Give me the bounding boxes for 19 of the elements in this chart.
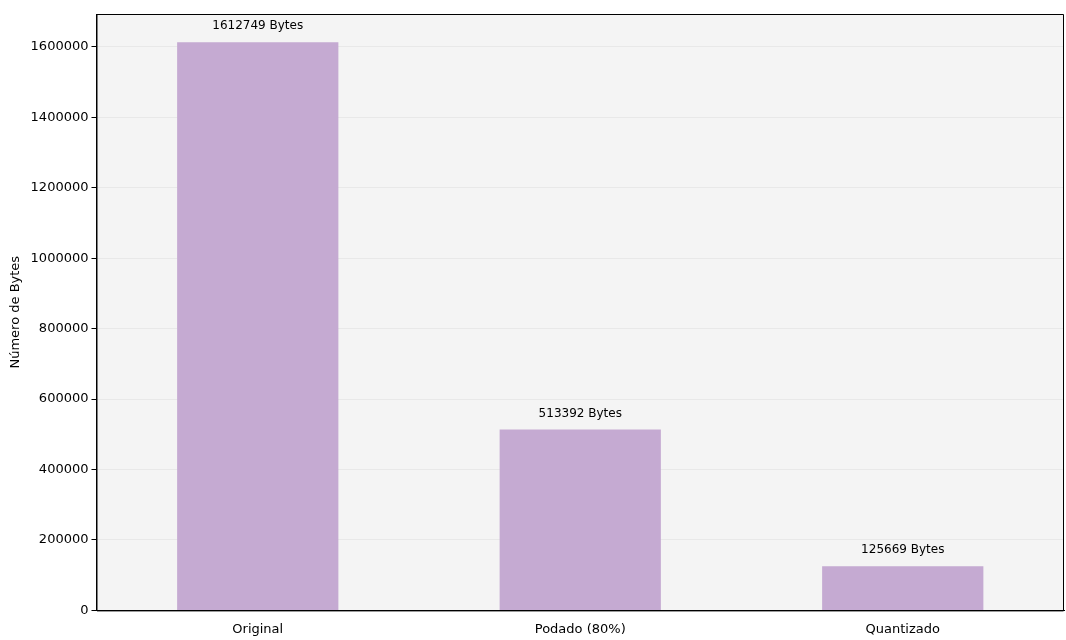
- y-tick-label: 400000: [38, 460, 89, 476]
- bar: [499, 429, 661, 610]
- data-label: 1612749 Bytes: [212, 18, 304, 33]
- y-tick-label: 1400000: [30, 108, 89, 124]
- y-tick-label: 600000: [38, 390, 89, 406]
- y-tick-label: 800000: [38, 319, 89, 335]
- y-tick-label: 1600000: [30, 38, 89, 54]
- x-tick-label: Podado (80%): [534, 620, 626, 636]
- x-tick-label: Original: [232, 620, 284, 636]
- y-tick-label: 0: [80, 601, 89, 617]
- bar: [822, 566, 984, 610]
- y-tick-label: 1200000: [30, 179, 89, 195]
- bar: [177, 42, 339, 610]
- data-label: 125669 Bytes: [861, 542, 945, 557]
- y-axis-title: Número de Bytes: [7, 255, 23, 369]
- data-label: 513392 Bytes: [538, 405, 622, 420]
- y-tick-label: 1000000: [30, 249, 89, 265]
- y-tick-label: 200000: [38, 531, 89, 547]
- x-tick-label: Quantizado: [865, 620, 940, 636]
